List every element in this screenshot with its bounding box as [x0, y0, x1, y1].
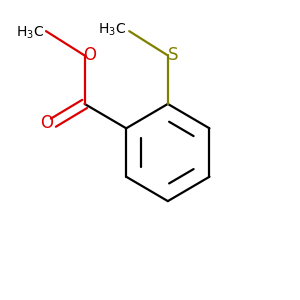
Text: O: O [40, 114, 53, 132]
Text: S: S [168, 46, 178, 64]
Text: H$_3$C: H$_3$C [98, 21, 126, 38]
Text: O: O [83, 46, 97, 64]
Text: H$_3$C: H$_3$C [16, 24, 44, 41]
